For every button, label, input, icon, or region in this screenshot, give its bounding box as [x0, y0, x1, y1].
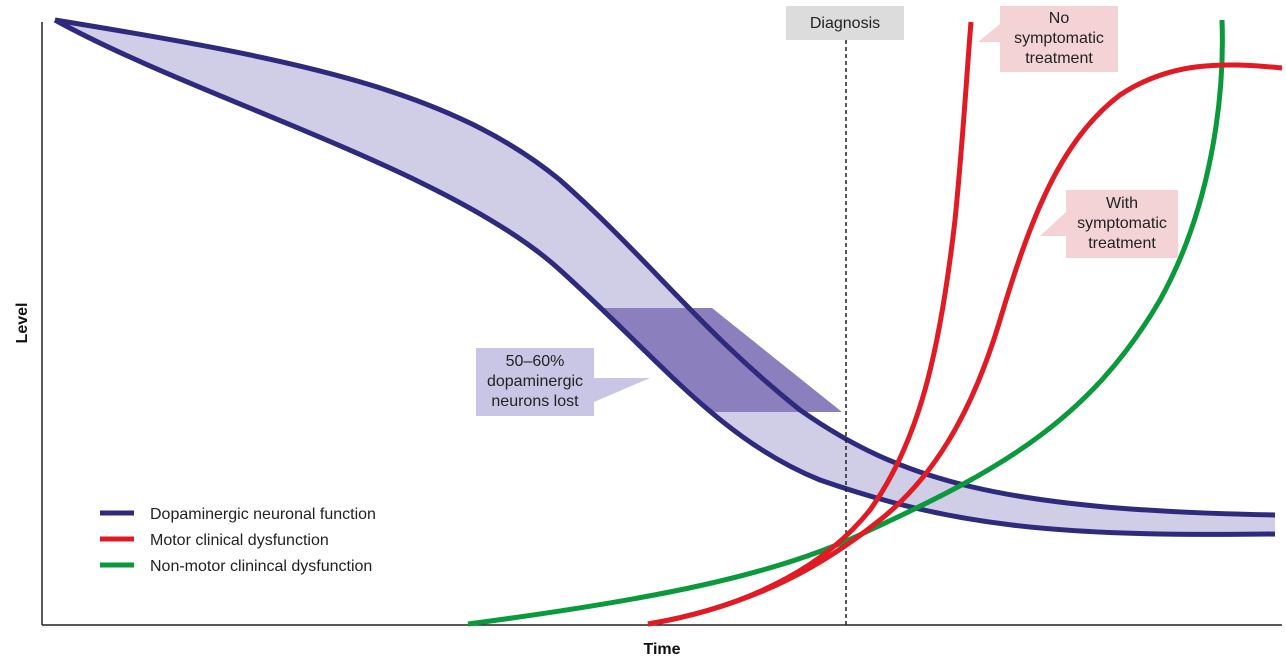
no-treatment-callout-pointer — [978, 24, 1000, 42]
no-treatment-line-1: No — [1049, 10, 1070, 27]
diagnosis-label: Diagnosis — [810, 15, 880, 32]
legend: Dopaminergic neuronal function Motor cli… — [100, 506, 376, 575]
neurons-lost-callout — [476, 348, 594, 416]
no-treatment-line-2: symptomatic — [1014, 30, 1104, 47]
y-axis-label: Level — [14, 303, 31, 344]
dopaminergic-band — [55, 20, 1275, 535]
legend-label-motor: Motor clinical dysfunction — [150, 532, 329, 549]
with-treatment-callout-pointer — [1040, 212, 1066, 236]
no-treatment-callout — [1000, 6, 1118, 72]
no-treatment-line-3: treatment — [1025, 50, 1093, 67]
legend-label-non-motor: Non-motor clinincal dysfunction — [150, 558, 372, 575]
with-treatment-line-1: With — [1106, 195, 1138, 212]
neurons-lost-line-2: dopaminergic — [487, 373, 583, 390]
dopaminergic-lower-edge — [53, 17, 1276, 537]
motor-curve-treated — [647, 62, 1283, 627]
dopaminergic-upper-edge — [54, 17, 1276, 518]
with-treatment-callout — [1066, 190, 1178, 258]
diagnosis-box — [786, 6, 904, 40]
non-motor-curve — [467, 19, 1225, 627]
neurons-lost-region — [600, 308, 842, 412]
neurons-lost-line-1: 50–60% — [506, 353, 565, 370]
with-treatment-line-3: treatment — [1088, 235, 1156, 252]
neurons-lost-callout-pointer — [594, 378, 650, 402]
neurons-lost-line-3: neurons lost — [491, 393, 579, 410]
with-treatment-line-2: symptomatic — [1077, 215, 1167, 232]
x-axis-label: Time — [643, 641, 680, 658]
legend-label-dopaminergic: Dopaminergic neuronal function — [150, 506, 376, 523]
